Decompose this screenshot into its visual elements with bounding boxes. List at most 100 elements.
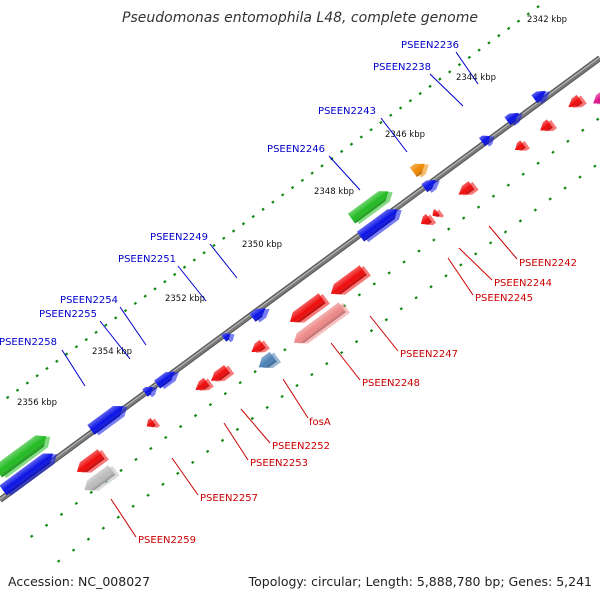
tick-mark (339, 350, 344, 355)
label-PSEEN2248[interactable]: PSEEN2248 (362, 378, 420, 389)
tick-mark (359, 135, 363, 139)
tick-mark (86, 537, 91, 541)
tick-mark (192, 258, 197, 262)
tick-mark (222, 236, 226, 240)
tick-mark (163, 280, 167, 284)
tick-mark (516, 19, 521, 23)
gene-arrow-reverse[interactable] (192, 376, 214, 397)
tick-mark (384, 318, 389, 322)
tick-mark (310, 372, 314, 377)
tick-mark (182, 265, 187, 269)
label-PSEEN2249[interactable]: PSEEN2249 (150, 232, 208, 243)
gene-arrow-reverse[interactable] (248, 338, 270, 359)
label-fosA[interactable]: fosA (309, 417, 331, 428)
tick-mark (25, 381, 30, 385)
tick-mark (290, 185, 295, 190)
tick-mark (536, 161, 540, 165)
tick-mark (172, 272, 177, 277)
tick-mark (369, 329, 374, 333)
gene-arrow-forward[interactable] (531, 85, 552, 106)
gene-arrow-reverse[interactable] (73, 447, 109, 479)
gene-arrow-reverse[interactable] (255, 350, 281, 375)
gene-arrow-reverse[interactable] (290, 301, 350, 350)
tick-mark (300, 178, 305, 183)
tick-mark (578, 175, 582, 179)
gene-arrow-forward[interactable] (0, 447, 61, 498)
tick-mark (521, 172, 525, 176)
label-PSEEN2243[interactable]: PSEEN2243 (318, 106, 376, 117)
gene-arrow-reverse[interactable] (565, 93, 587, 114)
label-PSEEN2247[interactable]: PSEEN2247 (400, 349, 458, 360)
tick-mark (59, 512, 64, 516)
leader-line (369, 315, 399, 352)
tick-mark (526, 12, 530, 16)
tick-mark (212, 243, 216, 248)
label-PSEEN2244[interactable]: PSEEN2244 (494, 278, 552, 289)
label-PSEEN2245[interactable]: PSEEN2245 (475, 293, 533, 304)
gene-arrow-forward[interactable] (87, 400, 131, 438)
gene-arrow-reverse[interactable] (590, 91, 600, 110)
tick-mark (408, 99, 413, 103)
gene-arrow-reverse[interactable] (512, 139, 530, 156)
tick-mark (320, 164, 324, 168)
label-PSEEN2252[interactable]: PSEEN2252 (272, 441, 330, 452)
label-PSEEN2242[interactable]: PSEEN2242 (519, 258, 577, 269)
label-PSEEN2238[interactable]: PSEEN2238 (373, 62, 431, 73)
leader-line (110, 498, 137, 538)
gene-arrow-forward[interactable] (504, 107, 525, 128)
label-PSEEN2236[interactable]: PSEEN2236 (401, 40, 459, 51)
gene-arrow-reverse[interactable] (456, 179, 479, 201)
tick-mark (74, 501, 79, 506)
gene-arrow-reverse[interactable] (208, 363, 235, 387)
label-PSEEN2251[interactable]: PSEEN2251 (118, 254, 176, 265)
gene-arrow-reverse[interactable] (327, 264, 371, 302)
tick-mark (84, 337, 88, 342)
tick-mark (202, 251, 206, 255)
gene-arrow-forward[interactable] (479, 130, 497, 148)
tick-mark (250, 416, 255, 421)
gene-arrow-reverse[interactable] (537, 118, 557, 137)
ruler-label: 2342 kbp (527, 15, 567, 25)
label-PSEEN2257[interactable]: PSEEN2257 (200, 493, 258, 504)
tick-mark (387, 271, 391, 275)
tick-mark (261, 207, 265, 211)
tick-mark (444, 274, 448, 278)
tick-mark (193, 413, 198, 418)
tick-mark (134, 457, 138, 462)
tick-mark (372, 282, 376, 286)
leader-line (61, 349, 86, 387)
label-PSEEN2258[interactable]: PSEEN2258 (0, 337, 57, 348)
tick-mark (506, 183, 511, 187)
label-PSEEN2246[interactable]: PSEEN2246 (267, 144, 325, 155)
leader-line (458, 247, 493, 281)
gene-arrow-forward[interactable] (249, 302, 273, 324)
tick-mark (251, 214, 255, 219)
tick-mark (238, 381, 242, 385)
gene-arrow-reverse[interactable] (430, 207, 444, 221)
leader-line (223, 422, 249, 461)
gene-arrow-reverse[interactable] (144, 416, 161, 432)
tick-mark (417, 249, 421, 253)
gene-arrow-forward[interactable] (0, 429, 55, 480)
gene-arrow-reverse[interactable] (81, 463, 120, 497)
tick-mark (325, 361, 329, 366)
gene-arrow-forward[interactable] (356, 203, 405, 244)
tick-mark (438, 77, 442, 81)
label-PSEEN2255[interactable]: PSEEN2255 (39, 309, 97, 320)
gene-arrow-forward[interactable] (142, 382, 160, 399)
gene-arrow-reverse[interactable] (286, 292, 330, 330)
label-PSEEN2254[interactable]: PSEEN2254 (60, 295, 118, 306)
gene-arrow-reverse[interactable] (418, 212, 437, 230)
tick-mark (101, 526, 106, 530)
ruler-label: 2346 kbp (385, 130, 425, 140)
tick-mark (566, 139, 570, 143)
gene-arrow-forward[interactable] (221, 329, 236, 344)
gene-arrow-forward[interactable] (347, 185, 396, 226)
gene-arrow-forward[interactable] (409, 157, 433, 179)
label-PSEEN2253[interactable]: PSEEN2253 (250, 458, 308, 469)
gene-arrow-forward[interactable] (421, 174, 442, 195)
label-PSEEN2259[interactable]: PSEEN2259 (138, 535, 196, 546)
tick-mark (205, 449, 210, 454)
tick-mark (45, 366, 49, 371)
gene-arrow-forward[interactable] (154, 366, 182, 391)
